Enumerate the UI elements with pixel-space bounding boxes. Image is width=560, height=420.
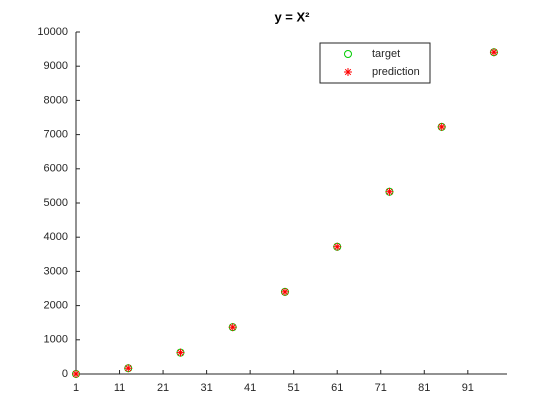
point <box>228 323 237 332</box>
y-tick-label: 4000 <box>44 231 68 243</box>
marker-stroke <box>125 365 132 372</box>
y-tick-label: 9000 <box>44 60 68 72</box>
point <box>489 48 498 57</box>
x-tick-label: 91 <box>462 382 474 394</box>
x-tick-label: 51 <box>288 382 300 394</box>
x-tick-label: 1 <box>73 382 79 394</box>
x-tick-label: 41 <box>244 382 256 394</box>
y-tick-label: 3000 <box>44 265 68 277</box>
point <box>72 369 80 378</box>
marker-stroke <box>229 324 236 331</box>
point <box>280 287 289 296</box>
x-tick-label: 31 <box>200 382 212 394</box>
point <box>333 242 342 251</box>
marker-stroke <box>386 188 393 195</box>
y-tick-label: 6000 <box>44 163 68 175</box>
point <box>344 68 352 76</box>
point <box>437 122 446 131</box>
point <box>176 348 185 357</box>
x-tick-label: 11 <box>114 382 125 394</box>
y-tick-label: 2000 <box>44 300 68 312</box>
marker-stroke <box>490 49 498 56</box>
y-tick-label: 7000 <box>44 129 68 141</box>
point <box>124 364 133 373</box>
x-tick-label: 81 <box>418 382 430 394</box>
point <box>385 187 394 196</box>
x-tick-label: 71 <box>375 382 387 394</box>
y-tick-label: 5000 <box>44 197 68 209</box>
y-tick-label: 0 <box>62 368 68 380</box>
y-tick-label: 8000 <box>44 94 68 106</box>
point <box>344 50 352 58</box>
marker-stroke <box>334 243 341 250</box>
x-tick-label: 21 <box>157 382 169 394</box>
marker-stroke <box>72 370 80 378</box>
legend-label: prediction <box>372 66 420 78</box>
legend-label: target <box>372 48 400 60</box>
marker-stroke <box>177 349 184 356</box>
legend-box <box>319 42 431 84</box>
marker-stroke <box>438 123 445 131</box>
y-tick-label: 1000 <box>44 334 68 346</box>
x-tick-label: 61 <box>331 382 343 394</box>
y-tick-label: 10000 <box>37 26 68 38</box>
chart-title: y = X² <box>274 9 310 24</box>
marker-stroke <box>281 288 289 296</box>
marker-stroke <box>344 68 352 76</box>
